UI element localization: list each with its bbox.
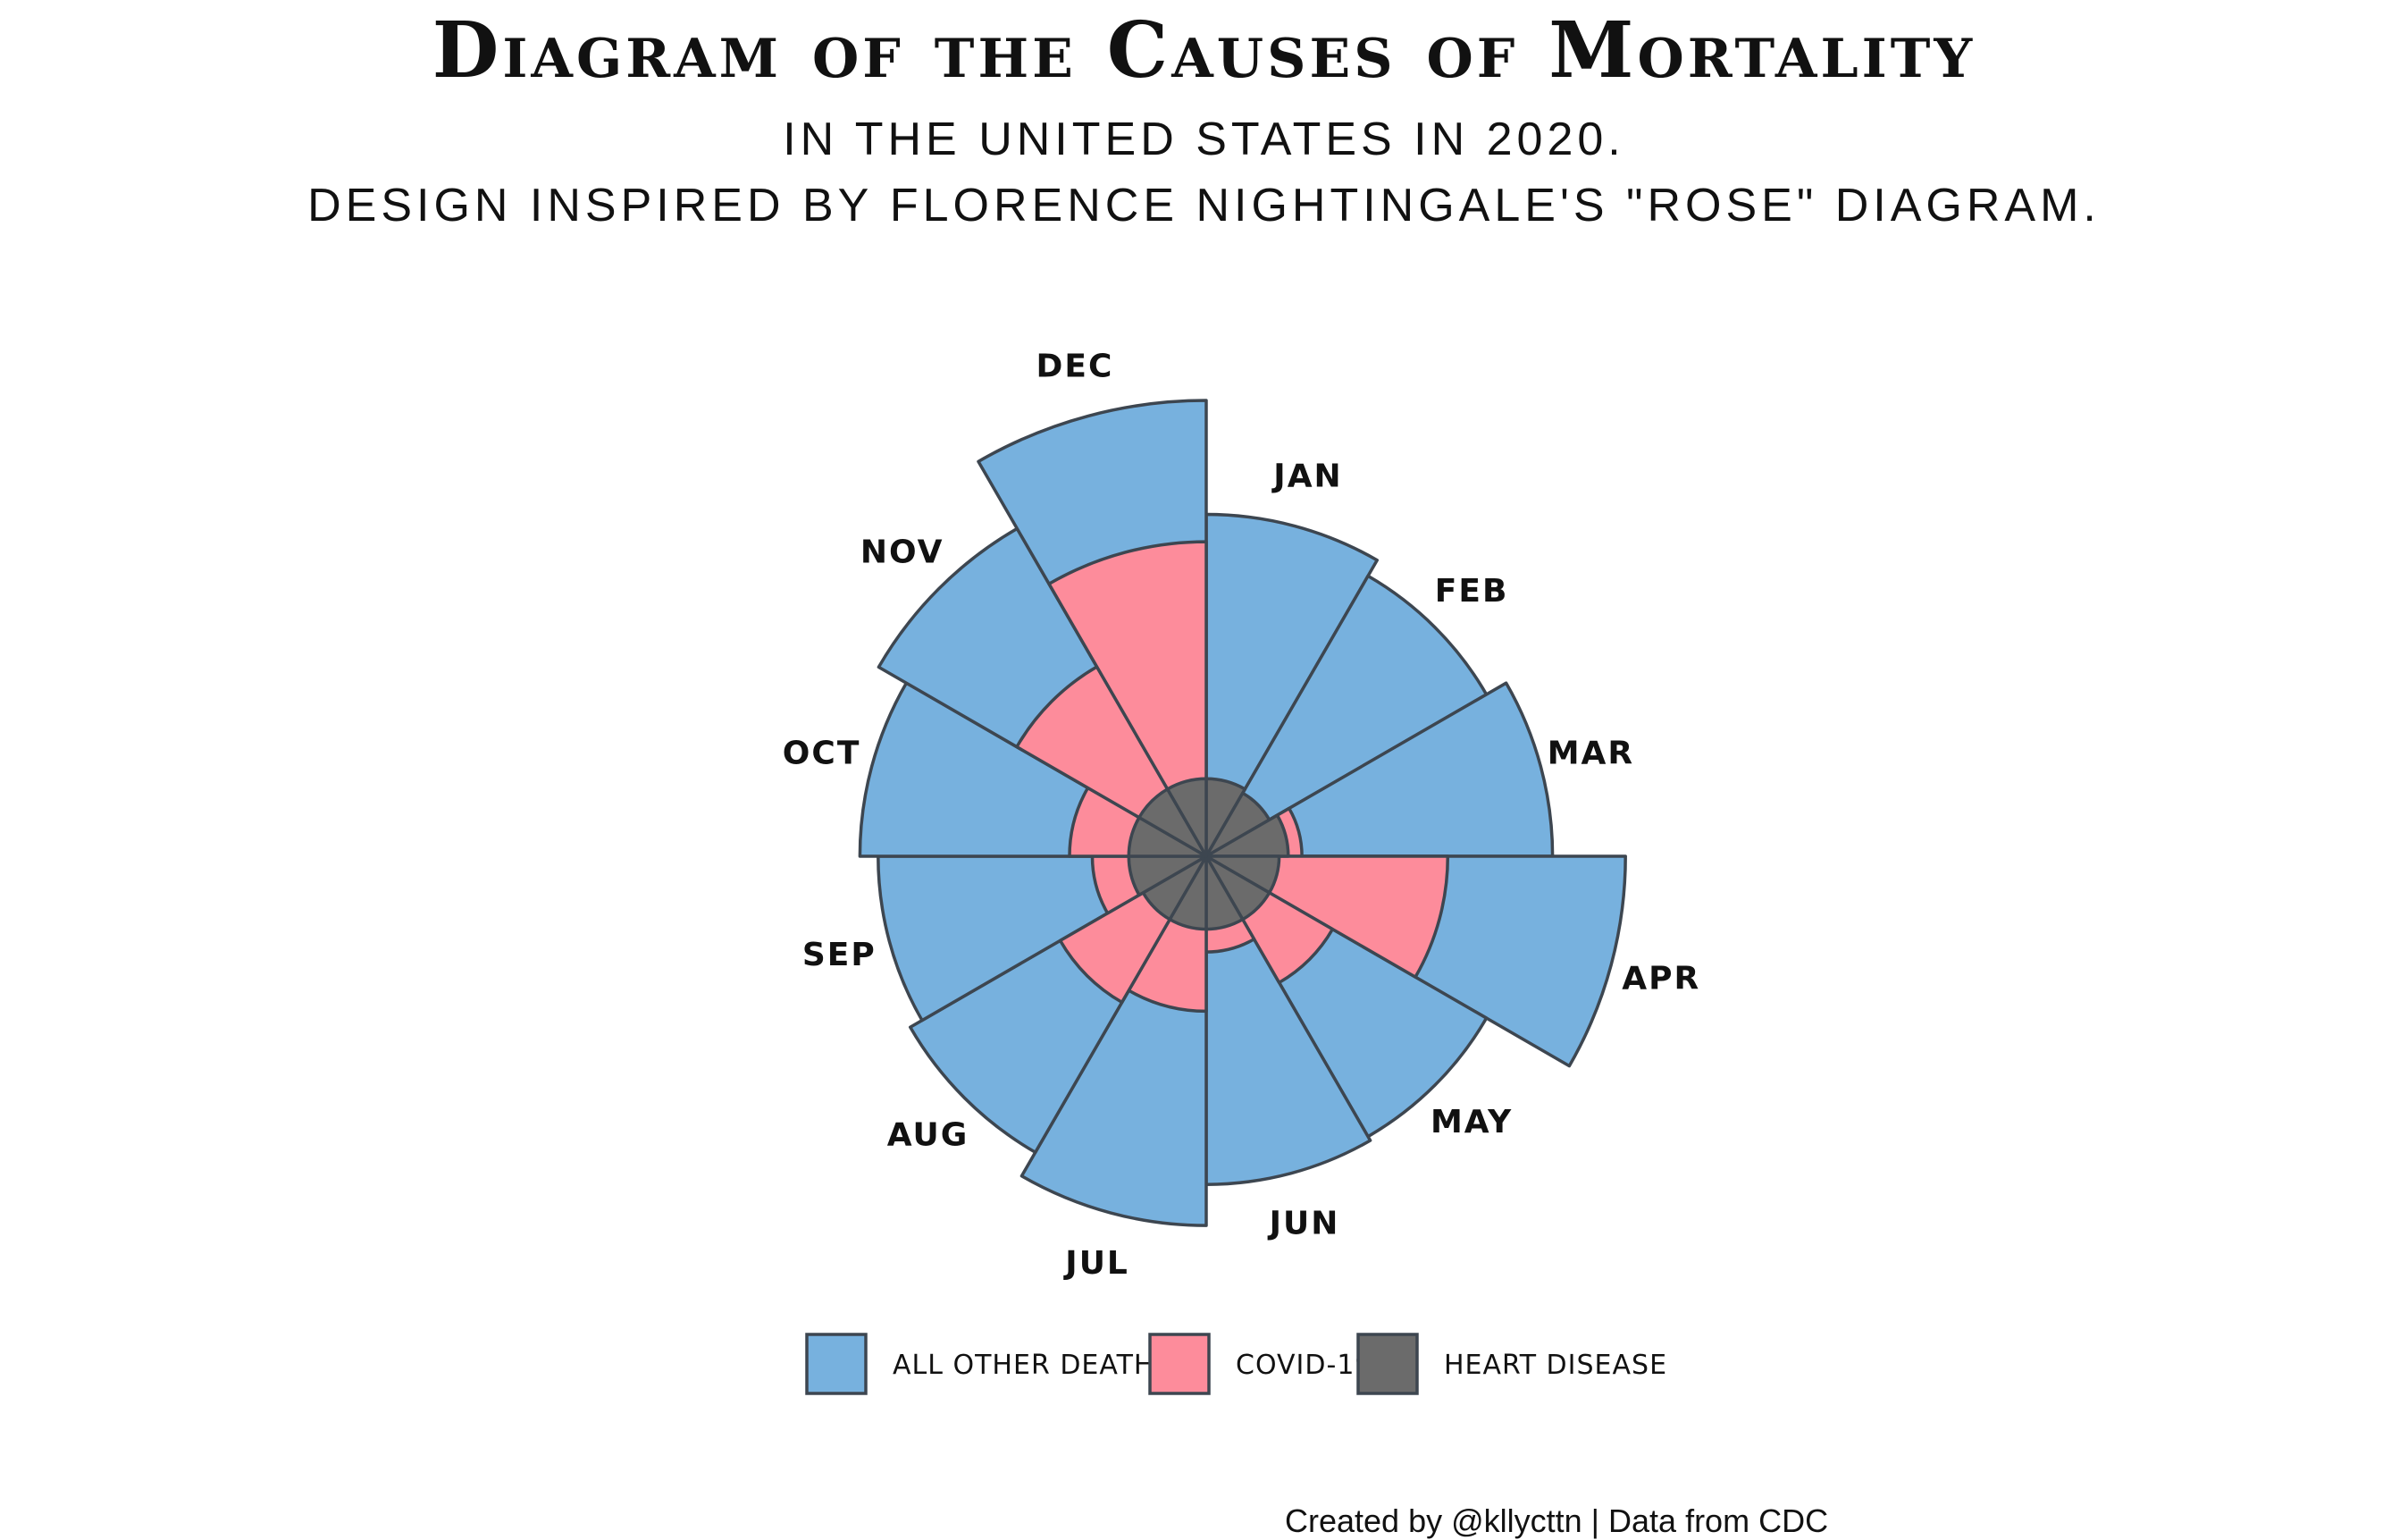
legend-label-all-other-deaths: ALL OTHER DEATHS — [893, 1350, 1173, 1381]
month-label-dec: DEC — [1036, 348, 1114, 384]
month-label-jul: JUL — [1062, 1245, 1129, 1282]
month-label-feb: FEB — [1435, 573, 1509, 610]
month-label-apr: APR — [1622, 960, 1700, 997]
month-label-aug: AUG — [887, 1117, 969, 1154]
month-label-sep: SEP — [802, 937, 877, 973]
legend-swatch-covid-19 — [1148, 1333, 1211, 1395]
month-label-may: MAY — [1431, 1104, 1513, 1140]
month-label-jan: JAN — [1271, 459, 1342, 495]
month-label-nov: NOV — [860, 534, 944, 571]
chart-subtitle-line-2: DESIGN INSPIRED BY FLORENCE NIGHTINGALE'… — [307, 180, 2101, 231]
legend-item-heart-disease: HEART DISEASE — [1356, 1333, 1667, 1395]
wedge-all-other-deaths-feb — [1204, 574, 1489, 858]
rose-wedges — [858, 399, 1627, 1227]
wedge-all-other-deaths-jan — [1204, 512, 1379, 858]
series-heart-disease — [1127, 777, 1290, 931]
month-label-oct: OCT — [783, 736, 861, 772]
wedge-covid-19-dec — [1047, 540, 1208, 858]
chart-caption: Created by @kllycttn | Data from CDC — [1285, 1502, 1829, 1539]
legend-swatch-heart-disease — [1356, 1333, 1419, 1395]
legend-label-covid-19: COVID-19 — [1236, 1350, 1373, 1381]
month-label-jun: JUN — [1267, 1206, 1340, 1242]
legend-item-all-other-deaths: ALL OTHER DEATHS — [805, 1333, 1173, 1395]
month-labels: JAN FEB MAR APR MAY JUN JUL AUG SEP OCT NOV DEC — [783, 348, 1700, 1282]
legend-label-heart-disease: HEART DISEASE — [1444, 1350, 1667, 1381]
chart-legend: ALL OTHER DEATHS COVID-19 HEART DISEASE — [805, 1333, 1667, 1395]
legend-item-covid-19: COVID-19 — [1148, 1333, 1373, 1395]
wedge-heart-disease-dec — [1165, 777, 1208, 858]
wedge-heart-disease-mar — [1204, 813, 1290, 858]
month-label-mar: MAR — [1548, 736, 1634, 772]
chart-subtitle-line-1: IN THE UNITED STATES IN 2020. — [783, 114, 1625, 165]
chart-title: Diagram of the Causes of Mortality — [432, 5, 1976, 96]
legend-swatch-all-other-deaths — [805, 1333, 868, 1395]
